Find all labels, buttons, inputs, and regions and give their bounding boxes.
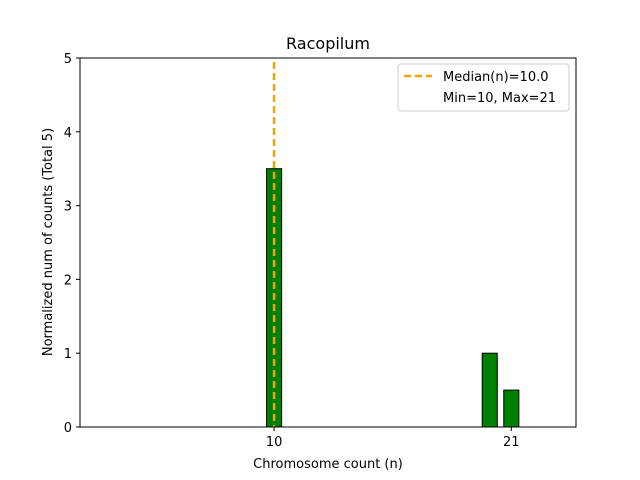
chart-title: Racopilum (286, 34, 370, 53)
y-tick-label-4: 4 (64, 126, 72, 141)
legend-median-label: Median(n)=10.0 (443, 70, 549, 85)
y-axis-label: Normalized num of counts (Total 5) (41, 128, 56, 356)
x-axis-ticks: 10 21 (266, 427, 520, 450)
y-axis-ticks: 0 1 2 3 4 5 (64, 52, 80, 436)
x-tick-label-1: 21 (503, 435, 520, 450)
y-tick-label-1: 1 (64, 347, 72, 362)
legend-minmax-label: Min=10, Max=21 (443, 91, 556, 106)
legend-box (397, 63, 570, 112)
bars-group (266, 168, 520, 428)
bar-2 (503, 389, 520, 428)
x-axis-label: Chromosome count (n) (253, 457, 403, 472)
legend: Median(n)=10.0 Min=10, Max=21 (397, 63, 570, 112)
bar-1 (481, 352, 498, 428)
x-tick-label-0: 10 (266, 435, 283, 450)
y-tick-label-5: 5 (64, 52, 72, 67)
plot-frame (79, 57, 577, 428)
y-tick-label-2: 2 (64, 273, 72, 288)
y-tick-label-0: 0 (64, 421, 72, 436)
y-tick-label-3: 3 (64, 200, 72, 215)
